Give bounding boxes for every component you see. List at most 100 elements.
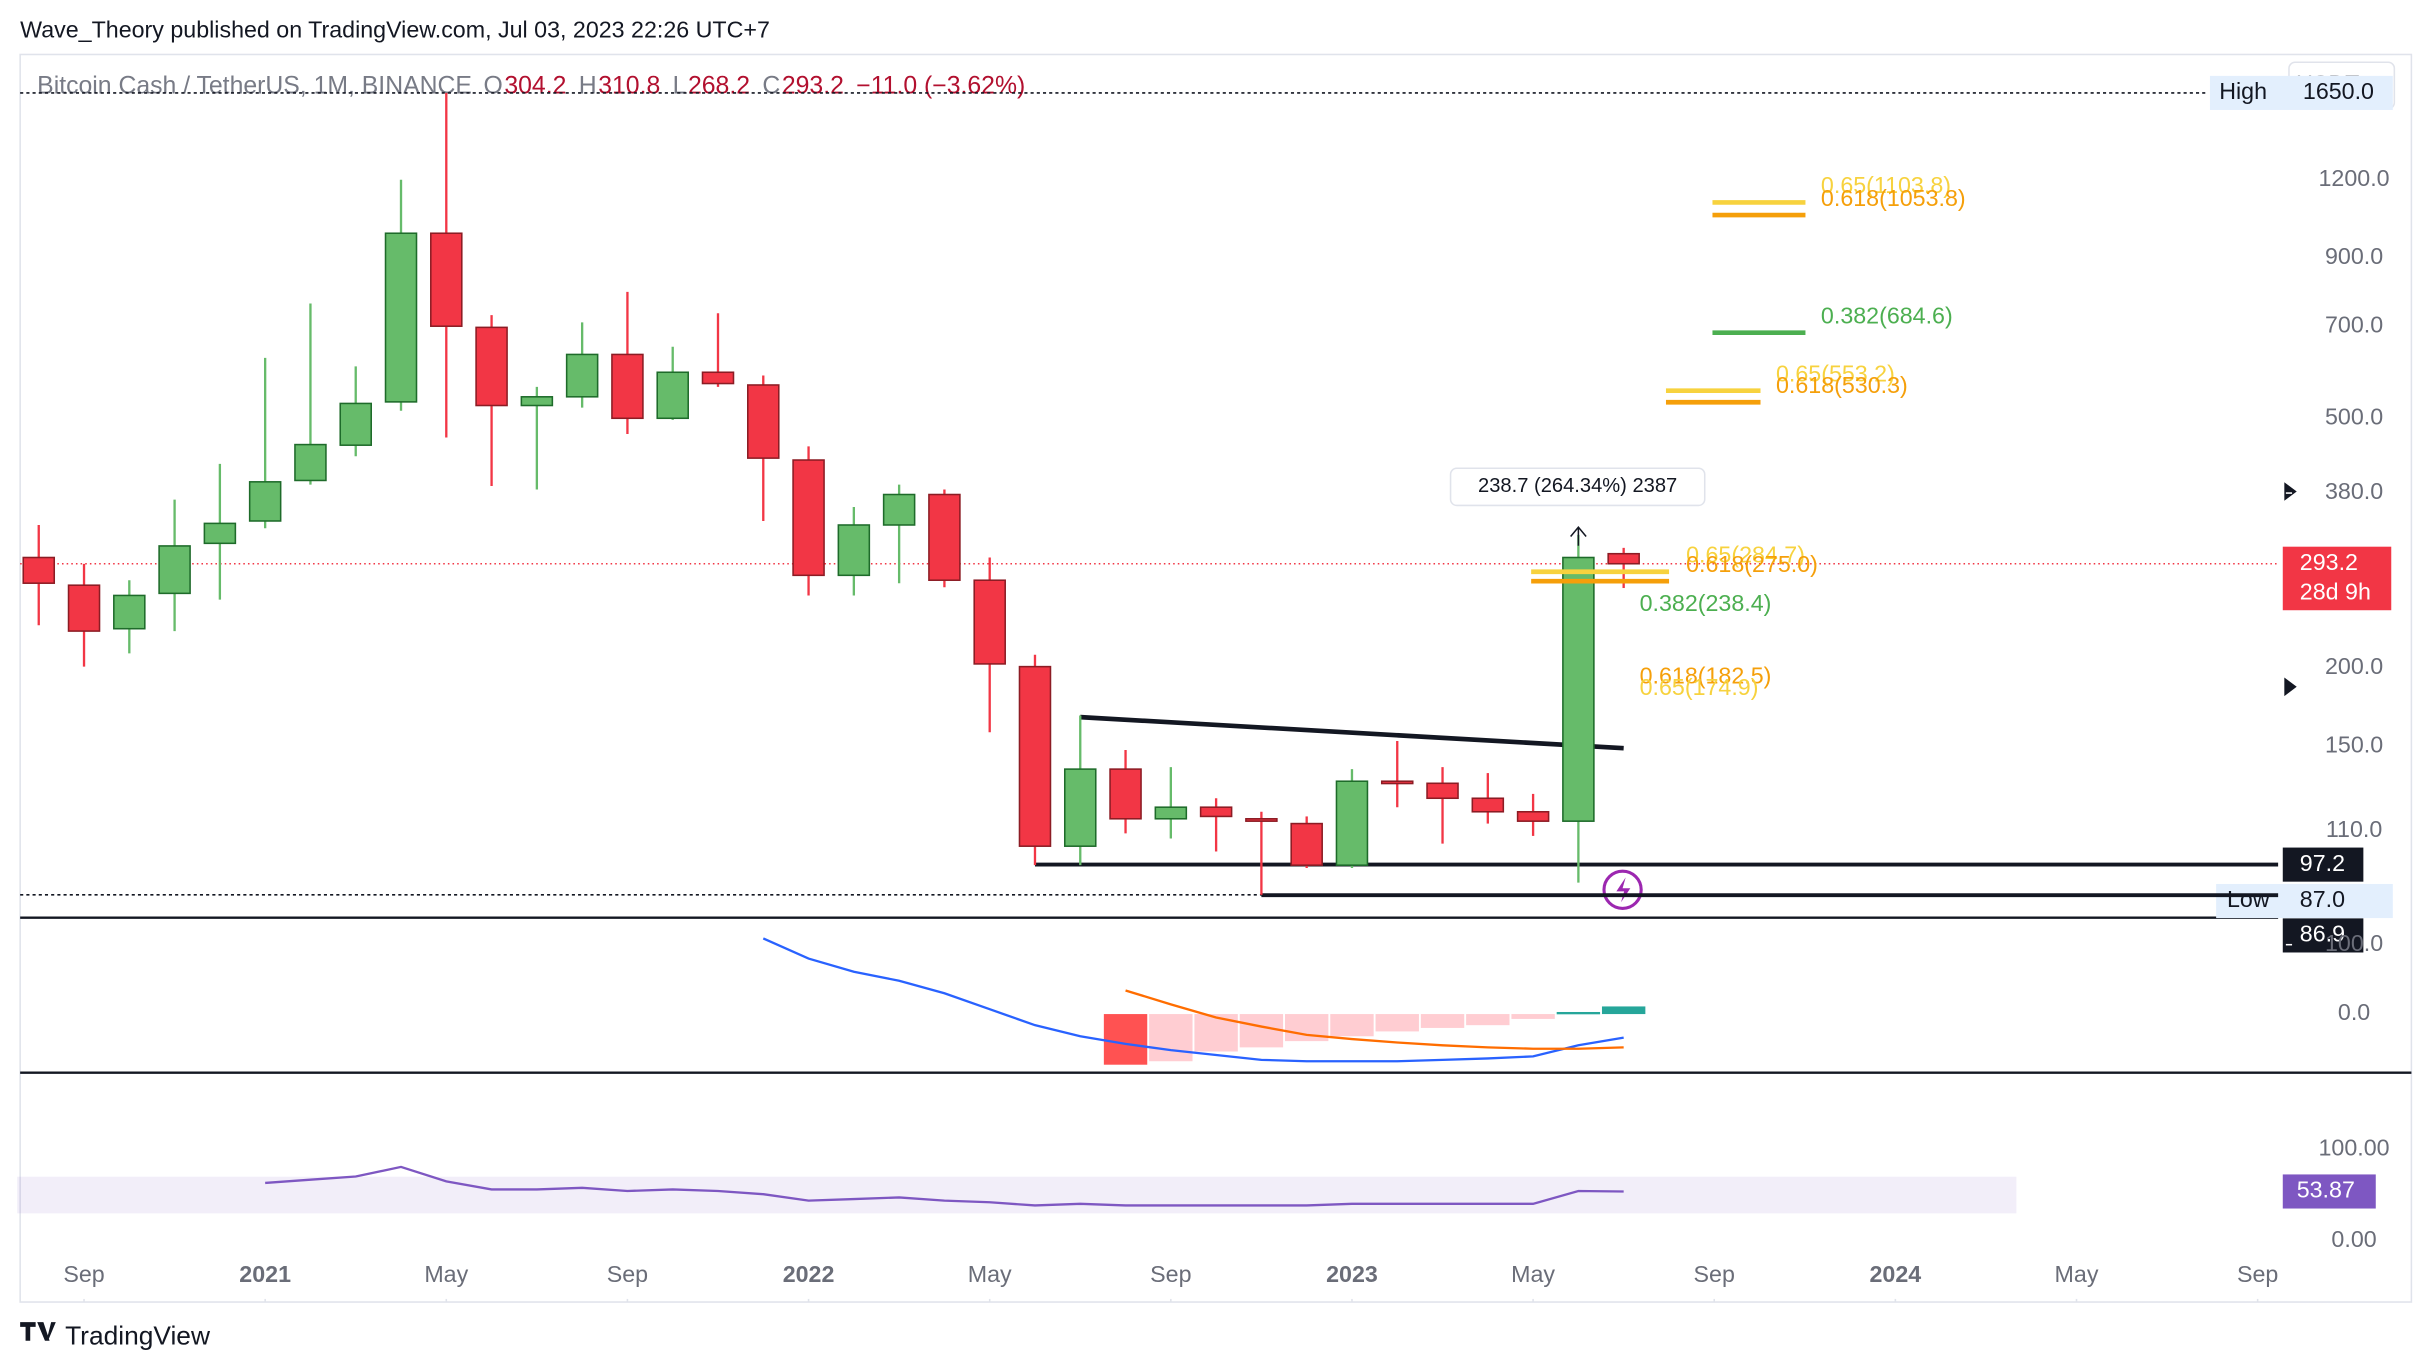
y-tick-label: 380.0 (2325, 478, 2383, 504)
candle-body (1380, 780, 1414, 785)
high-value: 1650.0 (2303, 78, 2374, 104)
histogram-bar (1511, 1014, 1555, 1019)
x-tick-label: Sep (2237, 1261, 2278, 1287)
rsi-band (17, 1176, 2017, 1214)
publisher: Wave_Theory published on TradingView.com… (20, 16, 770, 42)
candle-body (113, 594, 146, 630)
fib-label: 0.618(1053.8) (1821, 185, 1966, 211)
candle-body (928, 493, 961, 581)
fib-label: 0.65(174.9) (1640, 674, 1759, 700)
indicator-line (1125, 989, 1624, 1050)
fib-label: 0.65(553.2) (1776, 360, 1895, 386)
ohlc-value: 304.2 (504, 73, 566, 100)
ohlc-key: L (673, 73, 687, 100)
histogram-bar (1375, 1014, 1419, 1032)
candle-body (1154, 806, 1188, 820)
fib-label: 0.618(530.3) (1776, 372, 1908, 398)
fib-label: 0.65(1103.8) (1821, 172, 1951, 198)
candle-body (611, 353, 644, 420)
y-tick-label: 150.0 (2325, 732, 2383, 758)
ohlc-value: 293.2 (782, 73, 844, 100)
trendline (1080, 714, 1624, 751)
ohlc-value: 268.2 (688, 73, 750, 100)
measure-box (1449, 467, 1706, 507)
candle-body (973, 579, 1006, 665)
histogram-bar (1103, 1014, 1148, 1065)
event-bolt (1616, 877, 1631, 903)
ohlc-key: H (579, 73, 597, 100)
fib-label: 0.65(284.7) (1686, 541, 1805, 567)
candle-body (792, 459, 825, 577)
y-tick-label: 1200.0 (2319, 165, 2390, 191)
y-tick-label: 110.0 (2326, 816, 2382, 842)
candle-body (1199, 806, 1233, 818)
fib-label: 0.618(275.0) (1686, 551, 1818, 577)
indicator-line (762, 937, 1624, 1063)
candle-body (1607, 552, 1640, 565)
ohlc-change: −11.0 (−3.62%) (856, 73, 1025, 100)
candle-body (158, 545, 191, 595)
candle-body (67, 584, 101, 632)
x-tick-label: 2021 (239, 1261, 291, 1287)
candle-body (1063, 768, 1097, 847)
high-label: High (2219, 78, 2267, 104)
hline-tag-value: 86.9 (2300, 921, 2345, 947)
candle-body (203, 522, 237, 545)
x-tick-label: Sep (63, 1261, 104, 1287)
candle-body (747, 384, 780, 459)
ohlc-key: C (762, 73, 780, 100)
x-tick-label: May (2055, 1261, 2099, 1287)
candle-body (1426, 782, 1459, 800)
x-tick-label: 2023 (1326, 1261, 1378, 1287)
histogram-bar (1466, 1014, 1510, 1026)
ohlc-key: O (484, 73, 503, 100)
y-tick-label: 100.0 (2325, 930, 2383, 956)
candle-body (22, 556, 56, 584)
x-tick-label: Sep (1150, 1261, 1191, 1287)
indicator-line (265, 1165, 1624, 1207)
candle-body (656, 371, 689, 420)
y-tick-label: 700.0 (2325, 312, 2383, 338)
candle-body (837, 524, 871, 577)
fib-label: 0.618(182.5) (1640, 663, 1772, 689)
ohlc-value: 310.8 (598, 73, 660, 100)
x-tick-label: May (968, 1261, 1012, 1287)
y-tick-label: 900.0 (2325, 243, 2383, 269)
price-tag-countdown: 28d 9h (2300, 578, 2371, 604)
candle-body (882, 493, 916, 526)
x-tick-label: Sep (607, 1261, 648, 1287)
measure-arrow (1570, 525, 1587, 546)
fib-label: 0.382(238.4) (1640, 590, 1772, 616)
symbol: Bitcoin Cash / TetherUS, 1M, BINANCE (37, 73, 472, 100)
candle-body (294, 443, 327, 482)
candle-body (1335, 780, 1369, 866)
fib-label: 0.382(684.6) (1821, 302, 1953, 328)
candle-body (1109, 768, 1142, 820)
rsi-tag-value: 53.87 (2297, 1177, 2355, 1203)
x-tick-label: 2022 (783, 1261, 835, 1287)
candle-body (701, 371, 735, 385)
candle-body (248, 481, 282, 522)
rsi-tag (2282, 1174, 2376, 1209)
brand: TradingView (65, 1321, 211, 1351)
hline-tag (2282, 918, 2364, 953)
histogram-bar (1149, 1014, 1193, 1062)
low-value: 87.0 (2300, 886, 2345, 912)
candle-body (1562, 556, 1595, 822)
y-tick-label: 0.0 (2338, 999, 2370, 1025)
hline-tag-value: 97.2 (2300, 850, 2345, 876)
candle-body (520, 396, 554, 407)
y-tick-label: 500.0 (2325, 403, 2383, 429)
candle-body (475, 326, 508, 407)
candle-body (1290, 822, 1323, 866)
high-box (2209, 75, 2393, 110)
histogram-bar (1330, 1014, 1374, 1037)
frame (19, 53, 2413, 1303)
price-tag-value: 293.2 (2300, 549, 2358, 575)
histogram-bar (1556, 1011, 1601, 1015)
hline-tag (2282, 847, 2364, 882)
measure-label: 238.7 (264.34%) 2387 (1478, 475, 1677, 497)
low-label: Low (2227, 886, 2270, 912)
candle-body (565, 353, 599, 398)
price-tag (2282, 546, 2392, 611)
